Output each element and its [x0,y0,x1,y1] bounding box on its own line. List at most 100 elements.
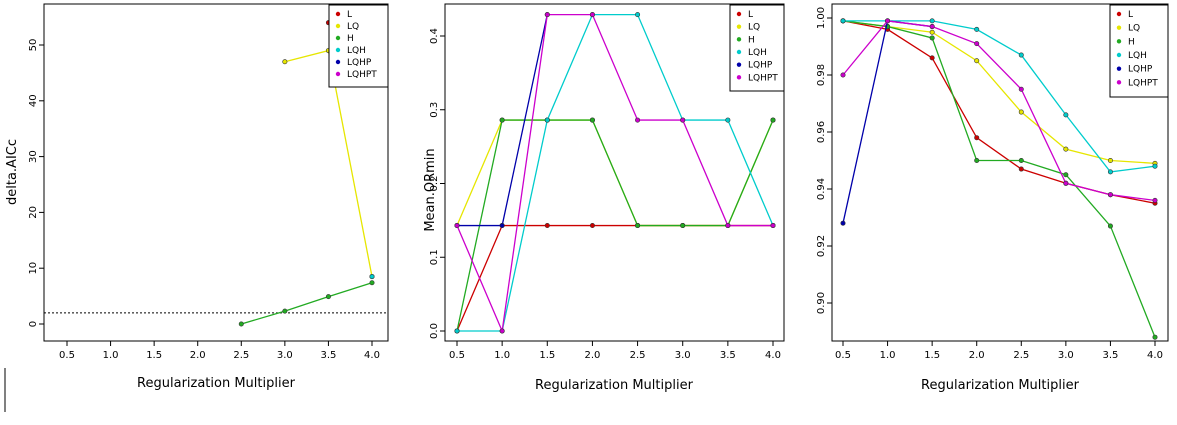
series-line-lqh [843,20,1156,173]
data-point-lqhpt [1107,192,1113,198]
legend-marker [736,75,742,80]
data-point-lqhp [840,220,846,226]
x-axis-label: Regularization Multiplier [535,378,694,393]
x-tick-label: 4.0 [364,350,380,361]
y-tick-label: 0 [28,321,39,327]
y-tick-label: 10 [28,262,39,275]
data-point-lqhpt [454,223,460,229]
y-tick-label: 0.96 [816,121,827,143]
data-point-lqh [929,18,935,24]
x-tick-label: 3.5 [720,350,736,361]
x-axis-label: Regularization Multiplier [921,378,1080,393]
data-point-lqh [1018,52,1024,58]
x-tick-label: 1.0 [494,350,510,361]
data-point-h [635,223,641,229]
legend-label: L [748,10,753,20]
legend-label: L [1128,10,1133,20]
data-point-lqhpt [635,117,641,123]
data-point-lqhpt [1063,180,1069,186]
legend-box [729,4,785,92]
y-axis-label: Mean.ORmin [423,148,438,231]
legend-label: LQ [1128,24,1140,34]
data-point-lq [1063,146,1069,152]
x-axis-label: Regularization Multiplier [137,376,296,391]
x-tick-label: 1.5 [146,350,162,361]
x-tick-label: 2.5 [630,350,646,361]
x-tick-label: 2.0 [969,350,985,361]
y-tick-label: 0.90 [816,292,827,314]
x-tick-label: 0.5 [59,350,75,361]
x-tick-label: 2.0 [190,350,206,361]
data-point-l [929,55,935,61]
legend-label: H [347,34,354,44]
legend-marker [736,62,742,67]
y-tick-label: 30 [28,150,39,163]
y-tick-label: 50 [28,39,39,52]
data-point-h [499,117,505,123]
legend-label: LQH [347,46,366,56]
legend-label: LQ [748,23,760,33]
data-point-l [589,223,595,229]
data-point-h [974,158,980,164]
plot-frame [444,3,785,342]
data-point-lqh [369,274,375,280]
legend-marker [736,24,742,29]
data-point-lqh [974,26,980,32]
data-point-lqh [1152,163,1158,169]
series-line-h [842,20,1156,338]
legend-marker [736,49,742,55]
x-tick-label: 3.0 [1058,350,1074,361]
series-line-lqhpt [456,13,773,334]
series-line-h [456,119,774,332]
data-point-lqh [725,117,731,123]
legend-label: LQHP [347,58,372,68]
data-point-h [369,280,375,286]
legend-marker [335,23,341,29]
data-point-lqhpt [589,12,595,18]
data-point-lqhpt [544,12,550,18]
data-point-lqhp [499,223,505,229]
legend-label: LQHPT [1128,78,1158,88]
legend-label: LQHPT [347,70,377,80]
data-point-lq [1107,158,1113,164]
legend-marker [1116,52,1122,58]
y-tick-label: 0.1 [429,249,440,265]
legend-label: LQH [748,48,767,58]
x-tick-label: 4.0 [1147,350,1163,361]
legend-marker [335,59,341,65]
legend-marker [1116,11,1122,17]
legend-marker [1116,39,1122,44]
series-line-lq [842,20,1156,164]
x-tick-label: 4.0 [765,350,781,361]
series-line-l [842,20,1156,204]
data-point-h [325,294,331,300]
y-tick-label: 20 [28,206,39,219]
data-point-lqhpt [680,117,686,123]
data-point-lq [282,59,288,65]
legend-label: LQH [1128,51,1147,61]
data-point-lqhpt [885,18,891,24]
data-point-lqhpt [840,72,846,78]
data-point-lqhpt [1152,197,1158,203]
data-point-lqh [1063,112,1069,118]
y-axis-label: delta.AICc [5,139,20,205]
data-point-h [1018,158,1024,164]
data-point-lqhpt [1018,86,1024,92]
data-point-l [1018,166,1024,172]
legend-marker [335,35,341,41]
x-tick-label: 0.5 [449,350,465,361]
data-point-h [680,223,686,229]
series-line-lqh [457,13,774,332]
data-point-lqhpt [725,223,731,229]
x-tick-label: 1.5 [924,350,940,361]
data-point-lqhpt [974,41,980,47]
data-point-lqhpt [770,223,776,229]
data-point-lq [1018,109,1024,115]
series-line-lqhp [842,20,933,224]
x-tick-label: 3.0 [277,350,293,361]
data-point-l [544,223,550,229]
legend-label: LQHP [1128,65,1153,75]
data-point-h [1152,334,1158,340]
